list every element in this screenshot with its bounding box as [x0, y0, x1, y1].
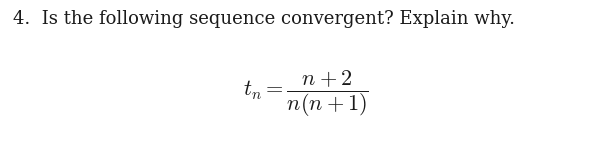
Text: 4.  Is the following sequence convergent? Explain why.: 4. Is the following sequence convergent?…	[13, 10, 515, 28]
Text: $t_n = \dfrac{n+2}{n(n+1)}$: $t_n = \dfrac{n+2}{n(n+1)}$	[243, 68, 369, 119]
